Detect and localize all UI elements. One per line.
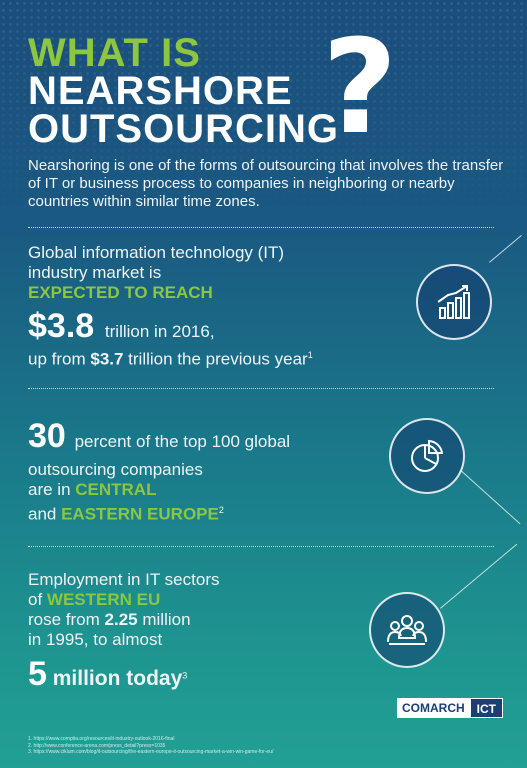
section-2-line-3-prefix: are in	[28, 480, 76, 499]
divider-2	[28, 388, 494, 389]
section-1-bold-value: $3.7	[90, 349, 124, 369]
reference-3: 3. https://www.ciklum.com/blog/it-outsou…	[28, 749, 274, 755]
section-2-line-2: outsourcing companies	[28, 460, 203, 479]
title-line-2: NEARSHORE	[28, 69, 293, 113]
world-map-dots-background	[0, 0, 527, 230]
pie-chart-icon	[411, 439, 444, 472]
section-2: 30 percent of the top 100 global outsour…	[28, 418, 290, 525]
pie-chart-circle	[389, 418, 465, 494]
reference-2: 2. http://www.conference-arena.com/press…	[28, 742, 166, 749]
section-3-line-3-prefix: rose from	[28, 610, 105, 629]
connector-line-2	[460, 470, 521, 525]
section-1-line-1: Global information technology (IT)	[28, 243, 285, 262]
section-3-line-2-prefix: of	[28, 590, 47, 609]
divider-1	[28, 227, 494, 228]
section-1-footnote: 1	[307, 350, 313, 360]
people-group-icon	[387, 615, 427, 645]
growth-chart-icon	[437, 285, 470, 319]
section-2-big-value: 30	[28, 417, 66, 455]
section-2-after-big: percent of the top 100 global	[74, 432, 291, 451]
connector-line-1	[489, 235, 522, 263]
growth-chart-circle	[416, 264, 492, 340]
question-mark-icon: ?	[322, 11, 398, 163]
people-group-circle	[369, 592, 445, 668]
section-1-line-2: industry market is	[28, 263, 162, 282]
section-3-line-1: Employment in IT sectors	[28, 570, 220, 589]
section-1: Global information technology (IT) indus…	[28, 243, 313, 370]
section-3-line-4: in 1995, to almost	[28, 630, 163, 649]
section-1-line-suffix: trillion the previous year	[123, 349, 308, 369]
section-3-bold-value: 2.25	[104, 610, 138, 629]
connector-line-3	[440, 543, 518, 609]
references: 1. https://www.comptia.org/resources/it-…	[28, 736, 518, 756]
section-3-big-value: 5	[28, 655, 47, 693]
title-line-3: OUTSOURCING	[28, 107, 339, 151]
section-3: Employment in IT sectors of WESTERN EU r…	[28, 570, 219, 698]
section-3-big-suffix: million today	[46, 667, 183, 690]
section-2-highlight-1: CENTRAL	[75, 480, 157, 499]
section-1-after-big: trillion in 2016,	[104, 322, 215, 341]
section-1-highlight: EXPECTED TO REACH	[28, 283, 213, 302]
reference-1: 1. https://www.comptia.org/resources/it-…	[28, 736, 175, 742]
section-1-line-prefix: up from	[28, 349, 91, 369]
section-3-line-3-suffix: million	[137, 610, 191, 629]
section-1-big-value: $3.8	[28, 307, 95, 345]
comarch-ict-logo: COMARCH ICT	[397, 698, 504, 718]
section-3-highlight: WESTERN EU	[46, 590, 161, 609]
section-3-footnote: 3	[182, 670, 188, 681]
logo-brand: COMARCH	[397, 698, 470, 718]
page-title: WHAT IS NEARSHORE OUTSOURCING	[28, 31, 339, 151]
intro-text: Nearshoring is one of the forms of outso…	[28, 157, 504, 210]
title-line-1: WHAT IS	[28, 31, 201, 75]
section-2-highlight-2: EASTERN EUROPE	[61, 504, 219, 524]
logo-suffix: ICT	[469, 698, 504, 718]
section-2-line-4-prefix: and	[28, 504, 62, 524]
section-2-footnote: 2	[218, 505, 224, 515]
divider-3	[28, 546, 494, 547]
